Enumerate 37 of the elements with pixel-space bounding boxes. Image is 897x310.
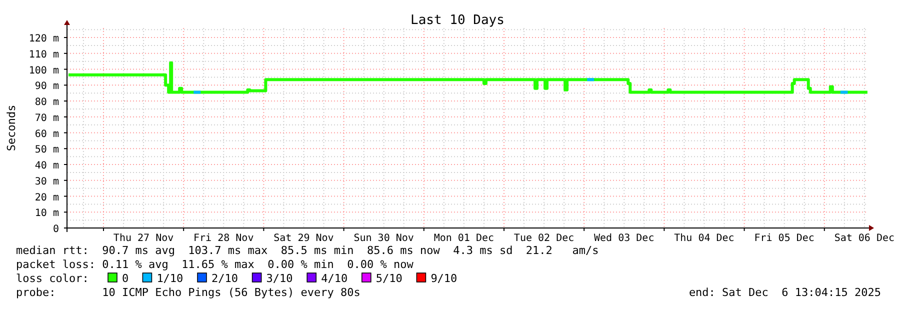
legend-label: 5/10 bbox=[376, 272, 402, 285]
x-tick-label: Sat 29 Nov bbox=[274, 233, 334, 244]
y-tick-label: 40 m bbox=[34, 160, 59, 172]
y-tick-label: 120 m bbox=[28, 34, 59, 45]
y-tick-label: 60 m bbox=[34, 128, 59, 140]
x-tick-label: Wed 03 Dec bbox=[594, 233, 654, 244]
y-tick-label: 90 m bbox=[34, 81, 59, 92]
x-tick-label: Fri 28 Nov bbox=[194, 233, 254, 244]
x-tick-label: Sat 06 Dec bbox=[834, 233, 895, 244]
text: median rtt: 90.7 ms avg 103.7 ms max 85.5 ms min 85.6 ms now 4.3 ms sd 21.2 am/s bbox=[16, 244, 599, 257]
x-tick-label: Tue 02 Dec bbox=[514, 233, 574, 244]
x-tick-label: Mon 01 Dec bbox=[434, 233, 494, 244]
legend-label: 3/10 bbox=[266, 272, 293, 285]
legend-label: 2/10 bbox=[212, 272, 238, 285]
x-tick-label: Fri 05 Dec bbox=[754, 233, 814, 244]
y-tick-label: 30 m bbox=[34, 176, 59, 188]
x-tick-label: Sun 30 Nov bbox=[354, 233, 414, 244]
legend-label: 0 bbox=[122, 272, 129, 285]
y-tick-label: 0 bbox=[52, 224, 59, 235]
y-tick-label: 110 m bbox=[28, 49, 59, 60]
chart-title: Last 10 Days bbox=[410, 13, 504, 28]
y-tick-label: 50 m bbox=[34, 144, 59, 156]
y-tick-label: 20 m bbox=[34, 192, 59, 204]
legend-label: 1/10 bbox=[156, 272, 184, 285]
legend-title: loss color: bbox=[16, 272, 89, 285]
x-tick-label: Thu 04 Dec bbox=[674, 233, 734, 244]
y-axis-title: Seconds bbox=[5, 104, 18, 152]
text: probe: 10 ICMP Echo Pings (56 Bytes) every 80s bbox=[16, 286, 360, 299]
y-tick-label: 10 m bbox=[34, 208, 59, 220]
y-tick-label: 70 m bbox=[34, 112, 59, 124]
y-tick-label: 100 m bbox=[28, 65, 59, 76]
y-tick-label: 80 m bbox=[34, 97, 59, 108]
text: packet loss: 0.11 % avg 11.65 % max 0.00 % min 0.00 % now bbox=[16, 258, 414, 271]
legend-label: 9/10 bbox=[430, 272, 458, 285]
text: end: Sat Dec 6 13:04:15 2025 bbox=[688, 286, 881, 299]
legend-label: 4/10 bbox=[321, 272, 348, 285]
x-tick-label: Thu 27 Nov bbox=[113, 233, 174, 244]
